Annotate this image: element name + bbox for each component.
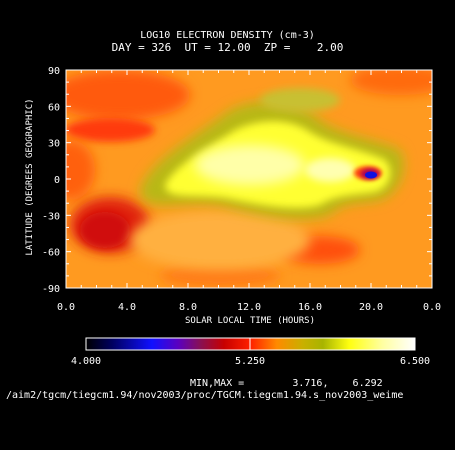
x-tick-label: 0.0 [423, 302, 441, 313]
y-tick-label: -30 [42, 211, 60, 222]
chart-title: LOG10 ELECTRON DENSITY (cm-3) [140, 30, 315, 41]
x-tick-label: 20.0 [359, 302, 383, 313]
chart-subtitle: DAY = 326 UT = 12.00 ZP = 2.00 [111, 41, 344, 54]
x-tick-label: 16.0 [298, 302, 322, 313]
colorbar-mid-label: 5.250 [235, 356, 265, 367]
colorbar-min-label: 4.000 [71, 356, 101, 367]
y-tick-label: -60 [42, 248, 60, 259]
file-path: /aim2/tgcm/tiegcm1.94/nov2003/proc/TGCM.… [6, 390, 404, 401]
y-tick-label: 0 [54, 175, 60, 186]
colorbar-max-label: 6.500 [400, 356, 430, 367]
min-max-readout: MIN,MAX = 3.716, 6.292 [190, 378, 383, 389]
x-axis-label: SOLAR LOCAL TIME (HOURS) [184, 316, 316, 326]
heatmap-field [66, 70, 432, 288]
y-axis-label: LATITUDE (DEGREES GEOGRAPHIC) [25, 98, 35, 256]
y-tick-label: -90 [42, 284, 60, 295]
x-tick-label: 4.0 [118, 302, 136, 313]
x-tick-label: 12.0 [237, 302, 261, 313]
x-tick-label: 8.0 [179, 302, 197, 313]
y-tick-label: 30 [48, 139, 60, 150]
y-tick-label: 60 [48, 102, 60, 113]
axis-ticks [65, 69, 433, 289]
x-tick-label: 0.0 [57, 302, 75, 313]
y-tick-label: 90 [48, 66, 60, 77]
